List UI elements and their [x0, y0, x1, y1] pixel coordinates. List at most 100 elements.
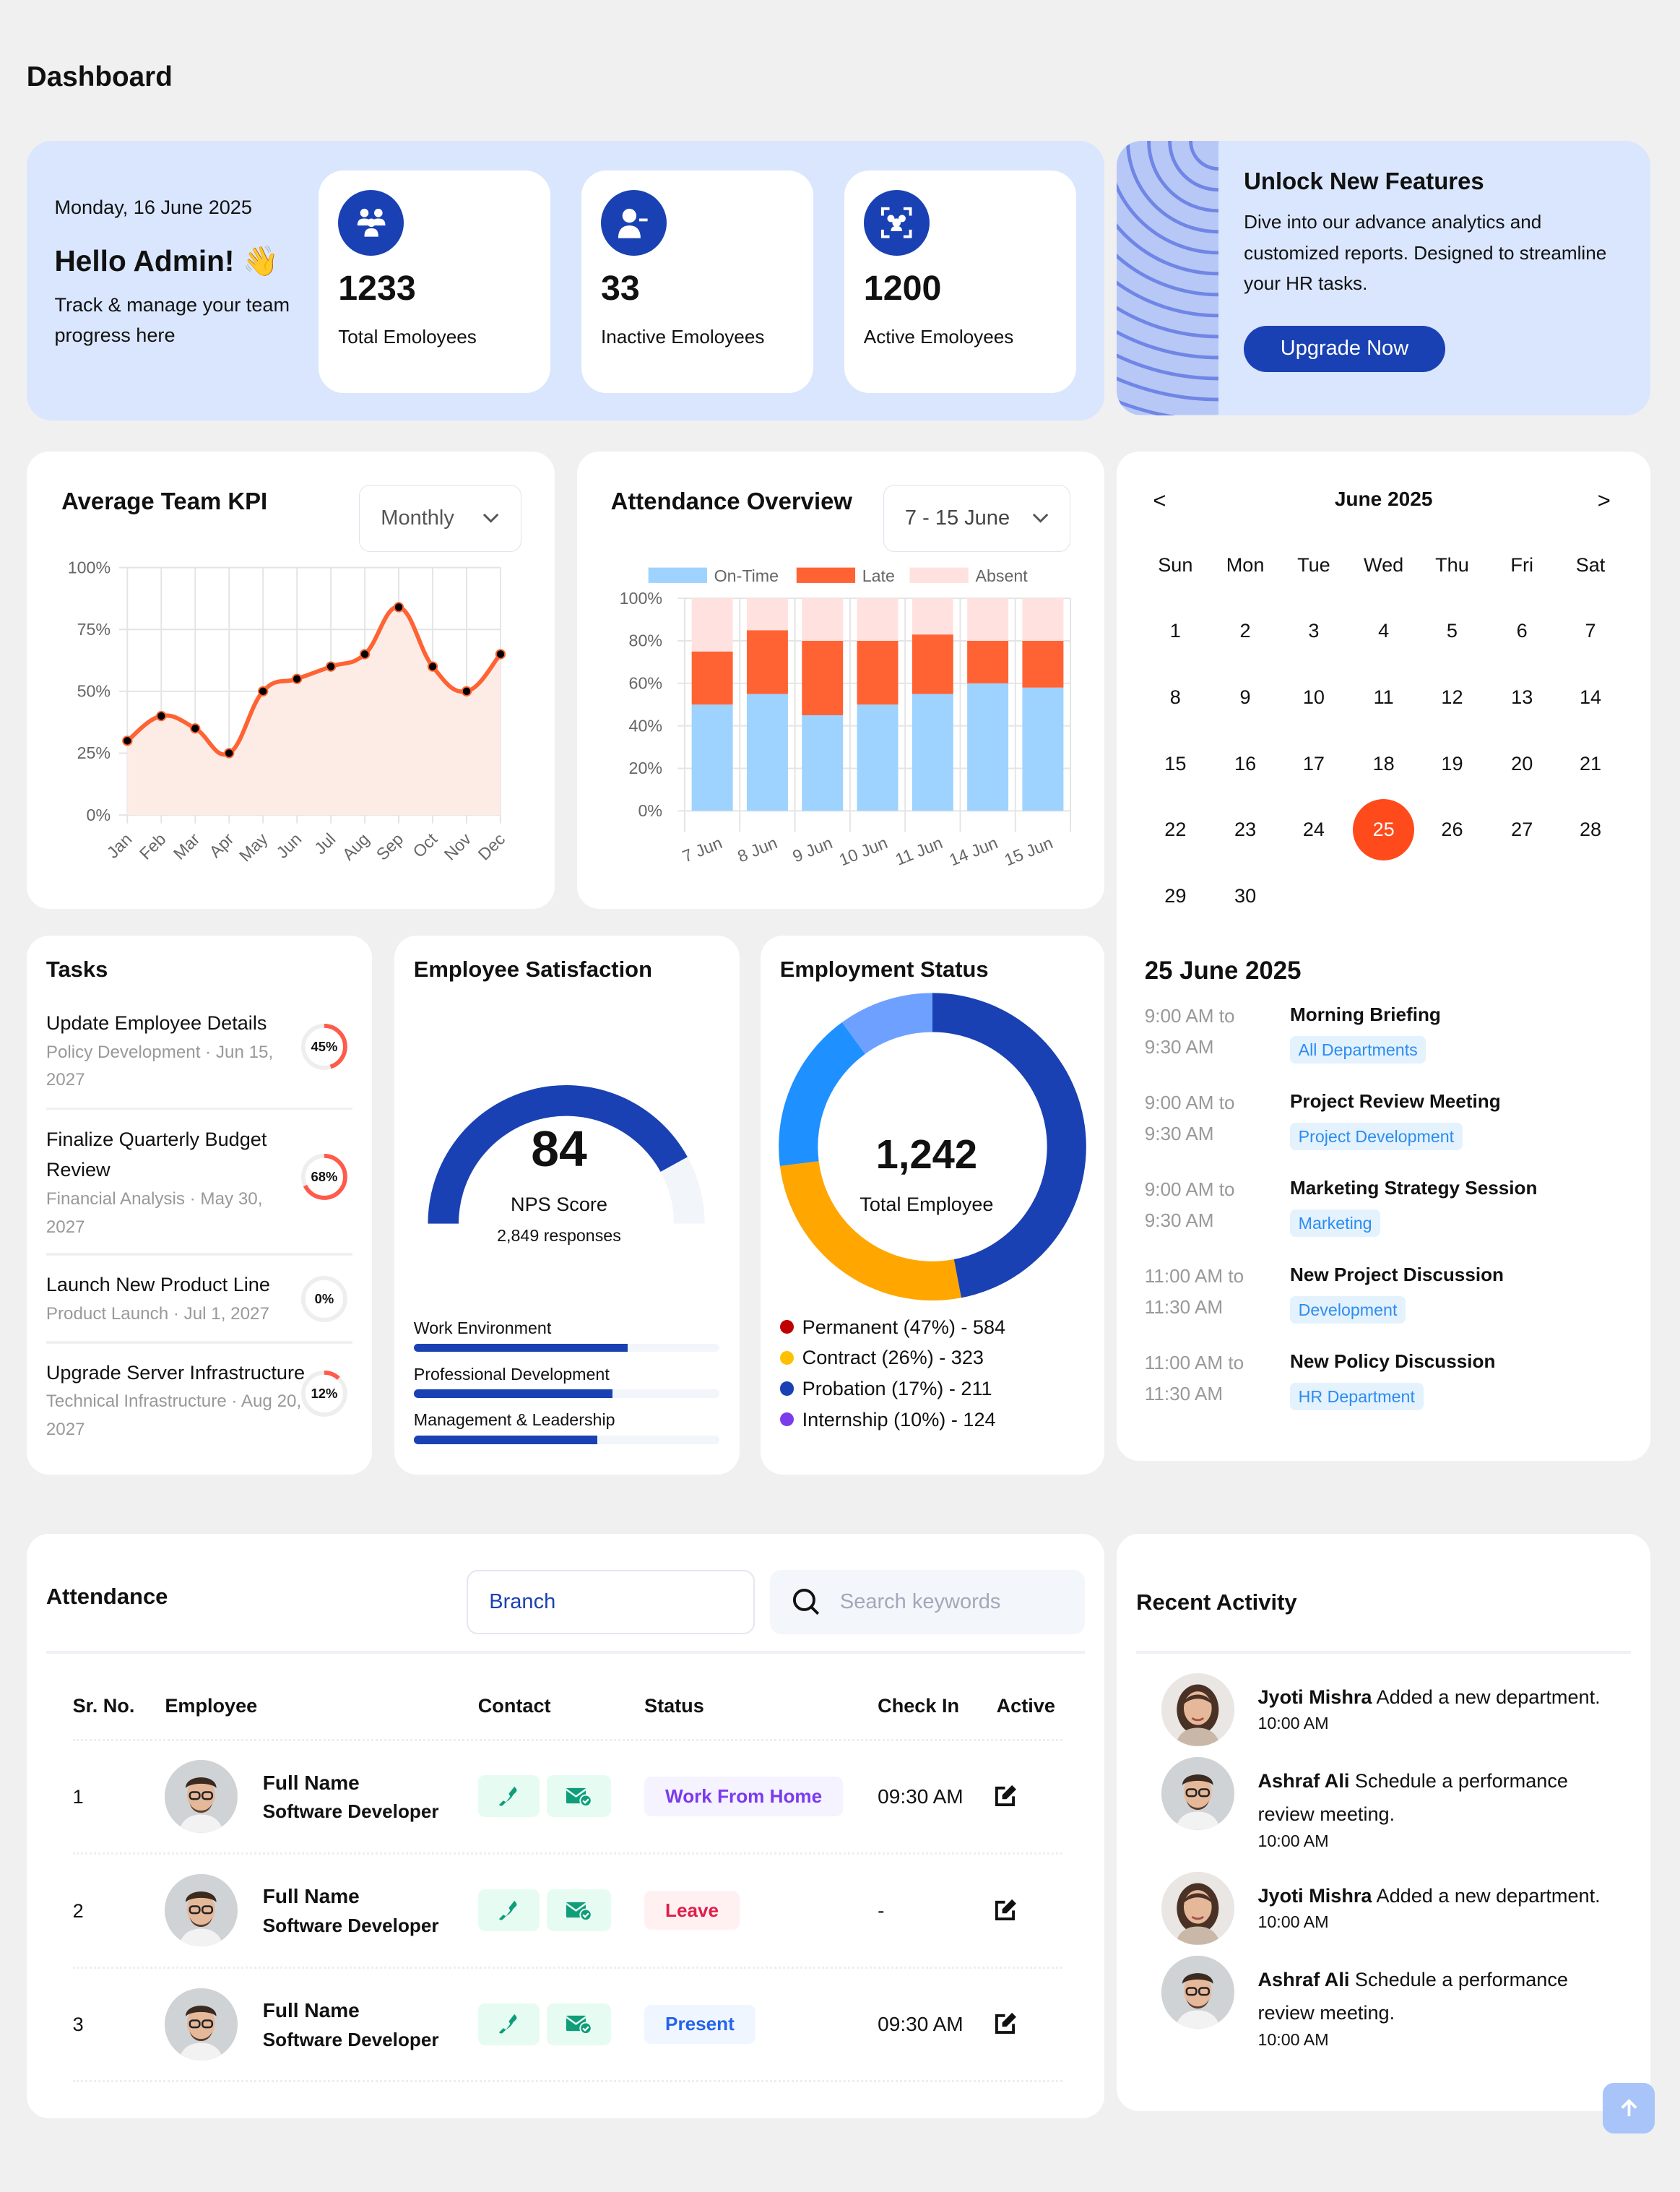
- status-badge: Present: [644, 2004, 755, 2044]
- calendar-day[interactable]: 20: [1511, 751, 1533, 774]
- x-tick-label: Nov: [440, 829, 475, 864]
- calendar-day[interactable]: 30: [1234, 884, 1257, 907]
- calendar-day[interactable]: 29: [1164, 884, 1187, 907]
- stat-card-active[interactable]: 1200 Active Emoloyees: [844, 171, 1076, 393]
- calendar-day-selected[interactable]: 25: [1353, 798, 1415, 860]
- weekday-label: Sat: [1575, 553, 1606, 576]
- bar-segment-late: [1022, 640, 1064, 688]
- calendar-day[interactable]: 1: [1169, 618, 1181, 642]
- phone-icon: [498, 1900, 517, 1920]
- divider: [1136, 1651, 1632, 1654]
- phone-icon: [498, 1786, 517, 1806]
- activity-user: Jyoti Mishra: [1257, 1685, 1372, 1708]
- event-title: New Policy Discussion: [1290, 1350, 1496, 1373]
- task-meta: Financial Analysis · May 30, 2027: [46, 1188, 263, 1237]
- x-tick-label: Oct: [409, 829, 441, 861]
- call-button[interactable]: [477, 1775, 540, 1818]
- calendar-day[interactable]: 23: [1234, 818, 1257, 841]
- bar-segment-absent: [691, 598, 733, 652]
- check-in-time: 09:30 AM: [878, 2013, 964, 2036]
- call-button[interactable]: [477, 2003, 540, 2045]
- page-title: Dashboard: [26, 61, 173, 93]
- calendar-day[interactable]: 12: [1441, 685, 1463, 708]
- employment-title: Employment Status: [779, 956, 989, 982]
- employment-donut-chart: [778, 992, 1086, 1300]
- bar-segment-on-time: [912, 694, 953, 811]
- event-time-from: 9:00 AM to: [1144, 1178, 1235, 1201]
- calendar-day[interactable]: 28: [1579, 818, 1602, 841]
- satisfaction-bar-label: Management & Leadership: [413, 1410, 615, 1430]
- kpi-point: [359, 649, 371, 660]
- calendar-day[interactable]: 11: [1373, 685, 1394, 708]
- upgrade-now-button[interactable]: Upgrade Now: [1244, 325, 1445, 372]
- calendar-day[interactable]: 2: [1239, 618, 1251, 642]
- calendar-day[interactable]: 9: [1239, 685, 1251, 708]
- activity-user: Ashraf Ali: [1257, 1967, 1350, 1990]
- weekday-label: Fri: [1510, 553, 1533, 576]
- call-button[interactable]: [477, 1889, 540, 1932]
- task-progress-ring: 12%: [300, 1370, 348, 1418]
- prev-month-button[interactable]: <: [1153, 488, 1166, 514]
- calendar-day[interactable]: 14: [1579, 685, 1602, 708]
- calendar-day[interactable]: 22: [1164, 818, 1187, 841]
- task-text: Update Employee Details Policy Developmen…: [46, 1008, 284, 1095]
- bar-segment-on-time: [747, 694, 789, 811]
- event-title: New Project Discussion: [1290, 1264, 1504, 1286]
- event-time-to: 9:30 AM: [1144, 1122, 1214, 1144]
- scroll-to-top-button[interactable]: [1603, 2083, 1655, 2133]
- calendar-day[interactable]: 21: [1579, 751, 1602, 774]
- x-tick-label: Jun: [272, 829, 305, 862]
- stat-label: Inactive Emoloyees: [601, 325, 765, 348]
- calendar-day[interactable]: 3: [1308, 618, 1320, 642]
- divider: [46, 1252, 352, 1256]
- attendance-stacked-bar-chart: On-Time Late Absent 0% 20% 40% 60% 80% 100% 7 Jun…: [620, 566, 1072, 869]
- calendar-day[interactable]: 24: [1302, 818, 1325, 841]
- calendar-day[interactable]: 7: [1585, 618, 1596, 642]
- calendar-day[interactable]: 18: [1372, 751, 1395, 774]
- calendar-day[interactable]: 15: [1164, 751, 1187, 774]
- y-tick-label: 100%: [620, 589, 662, 608]
- promo-title: Unlock New Features: [1244, 168, 1484, 195]
- search-input[interactable]: Search keywords: [770, 1569, 1085, 1634]
- check-in-time: 09:30 AM: [878, 1785, 964, 1808]
- column-header-employee: Employee: [165, 1694, 258, 1717]
- calendar-day[interactable]: 4: [1378, 618, 1390, 642]
- edit-button[interactable]: [994, 1898, 1018, 1928]
- bar-segment-on-time: [967, 683, 1009, 811]
- calendar-day[interactable]: 27: [1511, 818, 1533, 841]
- legend-label: Internship (10%) - 124: [802, 1407, 996, 1431]
- stat-value: 1233: [338, 269, 416, 308]
- arrow-up-icon: [1621, 2099, 1637, 2117]
- search-placeholder: Search keywords: [839, 1589, 1001, 1613]
- event-title: Marketing Strategy Session: [1290, 1177, 1538, 1199]
- stat-card-total[interactable]: 1233 Total Emoloyees: [319, 171, 551, 393]
- edit-button[interactable]: [994, 2011, 1018, 2041]
- stat-card-inactive[interactable]: 33 Inactive Emoloyees: [581, 171, 814, 393]
- calendar-day[interactable]: 5: [1446, 618, 1458, 642]
- event-tag: Marketing: [1290, 1209, 1381, 1238]
- email-button[interactable]: [546, 1775, 611, 1818]
- task-text: Upgrade Server Infrastructure Technical I…: [46, 1358, 312, 1444]
- calendar-day[interactable]: 16: [1234, 751, 1257, 774]
- kpi-period-select[interactable]: Monthly: [359, 485, 521, 553]
- calendar-day[interactable]: 17: [1302, 751, 1325, 774]
- email-button[interactable]: [546, 2003, 611, 2045]
- email-button[interactable]: [546, 1889, 611, 1932]
- legend-item: Permanent (47%) - 584: [779, 1316, 1005, 1339]
- edit-button[interactable]: [994, 1784, 1018, 1813]
- calendar-card: < June 2025 > Sun Mon Tue Wed Thu Fri Sat 1 2 3 4 5…: [1117, 452, 1651, 1462]
- next-month-button[interactable]: >: [1597, 488, 1611, 514]
- branch-select[interactable]: Branch: [467, 1569, 755, 1634]
- activity-time: 10:00 AM: [1257, 1831, 1329, 1850]
- weekday-label: Wed: [1364, 553, 1404, 576]
- calendar-day[interactable]: 8: [1169, 685, 1181, 708]
- calendar-day[interactable]: 10: [1302, 685, 1325, 708]
- calendar-day[interactable]: 13: [1511, 685, 1533, 708]
- users-scan-icon: [863, 190, 930, 256]
- calendar-day[interactable]: 6: [1516, 618, 1528, 642]
- calendar-day[interactable]: 26: [1441, 818, 1463, 841]
- task-progress-ring: 0%: [300, 1275, 348, 1323]
- chevron-down-icon: [1032, 514, 1049, 523]
- date-range-select[interactable]: 7 - 15 June: [883, 485, 1071, 553]
- calendar-day[interactable]: 19: [1441, 751, 1463, 774]
